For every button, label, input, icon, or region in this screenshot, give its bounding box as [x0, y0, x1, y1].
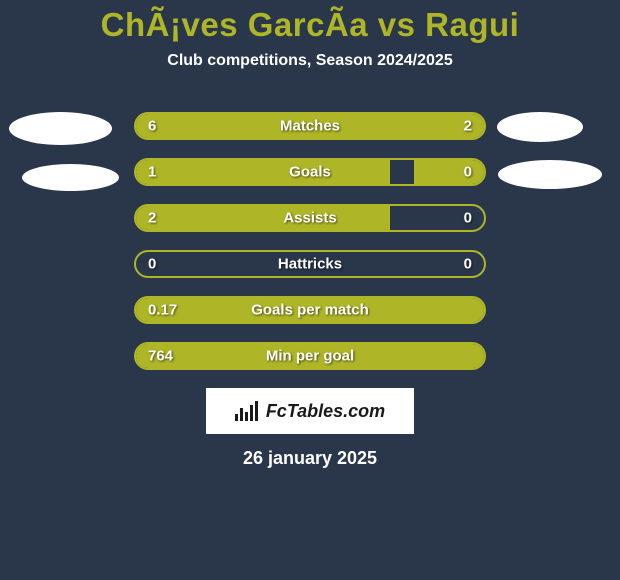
stat-value-left: 6 [148, 118, 156, 135]
fctables-logo: FcTables.com [206, 388, 414, 434]
stat-fill-left [136, 206, 390, 230]
stat-fill-left [136, 114, 390, 138]
stat-value-left: 764 [148, 348, 173, 365]
stat-row: 2 Assists 0 [134, 204, 486, 232]
stat-value-left: 2 [148, 210, 156, 227]
stat-row: 0 Hattricks 0 [134, 250, 486, 278]
stat-row: 1 Goals 0 [134, 158, 486, 186]
stat-label: Goals [289, 164, 331, 181]
stat-value-right: 0 [464, 164, 472, 181]
stat-rows: 6 Matches 2 1 Goals 0 2 Assists 0 0 Hattricks 0 0.17… [0, 112, 620, 370]
player-right-ellipse-2 [498, 160, 602, 189]
stat-value-left: 0 [148, 256, 156, 273]
player-left-ellipse-1 [9, 112, 112, 145]
page-title: ChÃ¡ves GarcÃ­a vs Ragui [0, 0, 620, 44]
stat-label: Hattricks [278, 256, 342, 273]
stat-label: Matches [280, 118, 340, 135]
player-right-ellipse-1 [497, 112, 583, 142]
stat-value-right: 0 [464, 256, 472, 273]
logo-bars-icon [235, 401, 258, 421]
stat-value-left: 1 [148, 164, 156, 181]
player-left-ellipse-2 [22, 164, 119, 191]
stat-fill-left [136, 160, 390, 184]
stat-value-left: 0.17 [148, 302, 177, 319]
stat-label: Min per goal [266, 348, 354, 365]
logo-text: FcTables.com [266, 401, 385, 422]
date-label: 26 january 2025 [0, 448, 620, 469]
stat-label: Assists [283, 210, 336, 227]
stat-fill-right [414, 160, 484, 184]
stat-row: 6 Matches 2 [134, 112, 486, 140]
stat-label: Goals per match [251, 302, 369, 319]
stat-row: 764 Min per goal [134, 342, 486, 370]
stats-area: 6 Matches 2 1 Goals 0 2 Assists 0 0 Hattricks 0 0.17… [0, 112, 620, 469]
stat-row: 0.17 Goals per match [134, 296, 486, 324]
stat-value-right: 2 [464, 118, 472, 135]
subtitle: Club competitions, Season 2024/2025 [0, 52, 620, 70]
stat-value-right: 0 [464, 210, 472, 227]
